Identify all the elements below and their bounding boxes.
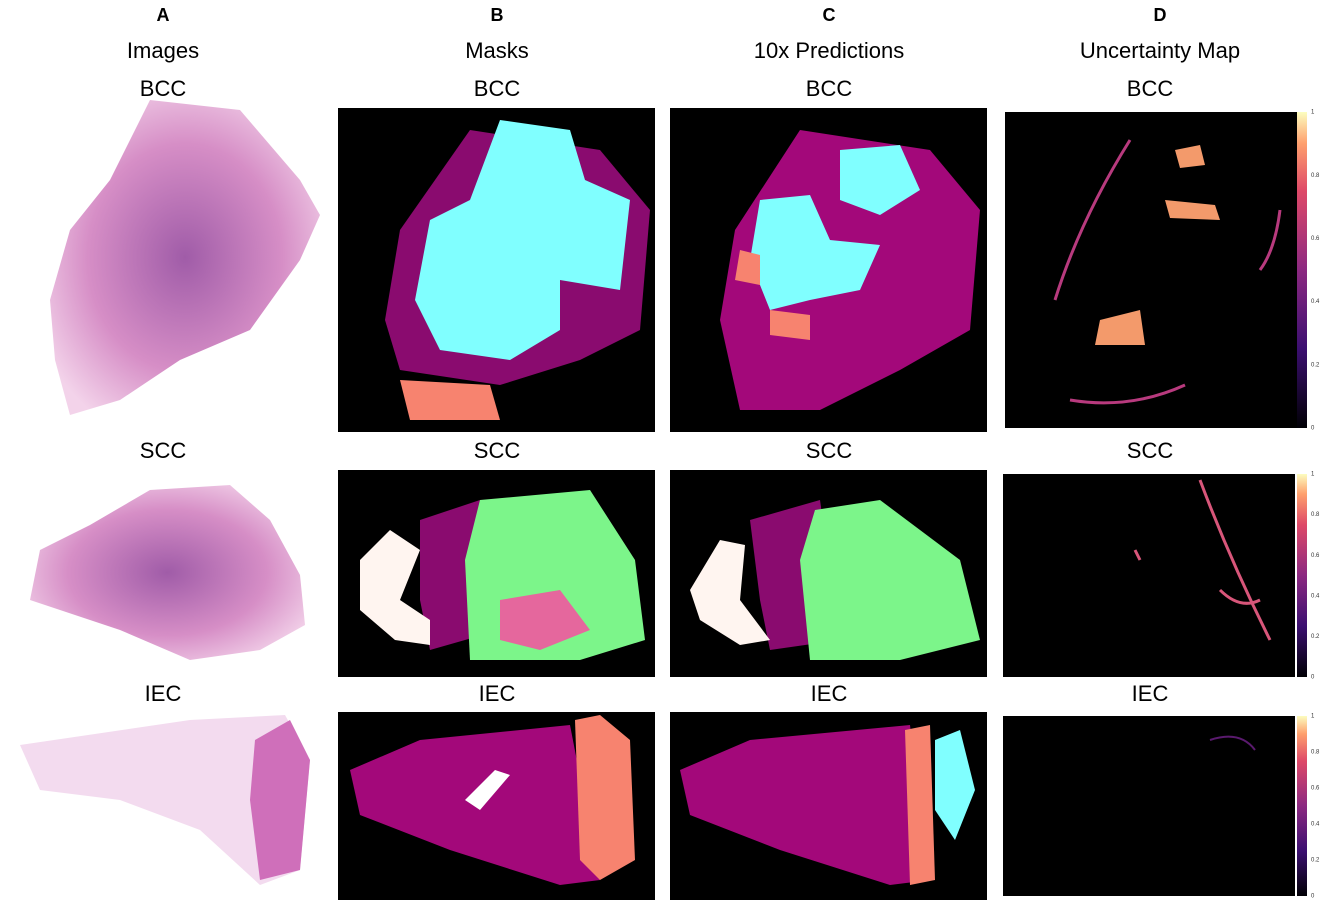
colorbar-tick-label: 0.6 xyxy=(1311,236,1320,242)
column-letter: A xyxy=(157,5,170,25)
uncertainty-maps xyxy=(1003,112,1307,896)
pred-region xyxy=(750,195,880,310)
cell-label: IEC xyxy=(811,681,848,706)
column-title: Uncertainty Map xyxy=(1080,38,1240,63)
colorbar-tick-label: 0 xyxy=(1311,426,1315,432)
colorbar-tick-label: 0.6 xyxy=(1311,786,1320,792)
colorbar-tick-label: 0.4 xyxy=(1311,593,1320,599)
colorbar-tick-label: 1 xyxy=(1311,472,1315,478)
masks xyxy=(338,108,655,900)
cell-label: BCC xyxy=(1127,76,1174,101)
cell-label: IEC xyxy=(479,681,516,706)
colorbar xyxy=(1297,112,1307,428)
pred-region xyxy=(680,725,930,885)
cell-label: BCC xyxy=(140,76,187,101)
colorbar xyxy=(1297,474,1307,677)
colorbar-tick-label: 0.2 xyxy=(1311,858,1320,864)
colorbar-tick-label: 0.4 xyxy=(1311,822,1320,828)
pred-region xyxy=(800,500,980,660)
colorbar-tick-label: 0.8 xyxy=(1311,173,1320,179)
cell-label: IEC xyxy=(145,681,182,706)
cell-label: IEC xyxy=(1132,681,1169,706)
map-bg xyxy=(1005,112,1297,428)
mask-region xyxy=(400,380,500,420)
pred-region xyxy=(905,725,935,885)
column-title: Images xyxy=(127,38,199,63)
cell-label: SCC xyxy=(474,438,521,463)
predictions xyxy=(670,108,987,900)
map-bg xyxy=(1003,716,1295,896)
colorbar-tick-label: 1 xyxy=(1311,110,1315,116)
histology-images xyxy=(20,100,320,885)
colorbar-tick-label: 0.8 xyxy=(1311,750,1320,756)
map-streak xyxy=(1209,735,1256,751)
mask-region xyxy=(415,120,630,360)
cell-label: BCC xyxy=(806,76,853,101)
mask-region xyxy=(500,590,590,650)
pred-region xyxy=(840,145,920,215)
pred-region xyxy=(935,730,975,840)
bcc-tissue xyxy=(50,100,320,415)
colorbar-tick-label: 0.4 xyxy=(1311,299,1320,305)
colorbar-tick-label: 0 xyxy=(1311,675,1315,681)
colorbar-tick-label: 0.6 xyxy=(1311,553,1320,559)
column-letter: C xyxy=(823,5,836,25)
mask-region xyxy=(575,715,635,880)
colorbar-tick-label: 0 xyxy=(1311,894,1315,900)
column-title: Masks xyxy=(465,38,529,63)
cell-label: BCC xyxy=(474,76,521,101)
cell-label: SCC xyxy=(806,438,853,463)
colorbar-tick-label: 0.2 xyxy=(1311,362,1320,368)
mask-region xyxy=(465,770,510,810)
column-title: 10x Predictions xyxy=(754,38,904,63)
colorbar xyxy=(1297,716,1307,896)
iec-tissue xyxy=(20,715,310,885)
colorbar-tick-label: 0.8 xyxy=(1311,512,1320,518)
column-letter: D xyxy=(1154,5,1167,25)
colorbar-tick-label: 1 xyxy=(1311,714,1315,720)
pred-region xyxy=(690,540,770,645)
mask-region xyxy=(360,530,430,645)
map-bg xyxy=(1003,474,1295,677)
iec-epidermis xyxy=(250,720,310,880)
cell-label: SCC xyxy=(140,438,187,463)
map-hotspot xyxy=(1095,145,1220,345)
cell-label: SCC xyxy=(1127,438,1174,463)
colorbar-tick-label: 0.2 xyxy=(1311,634,1320,640)
column-letter: B xyxy=(491,5,504,25)
scc-tissue xyxy=(30,485,305,660)
map-streak xyxy=(1133,479,1272,641)
map-streak xyxy=(1053,139,1282,405)
pred-region xyxy=(735,250,810,340)
